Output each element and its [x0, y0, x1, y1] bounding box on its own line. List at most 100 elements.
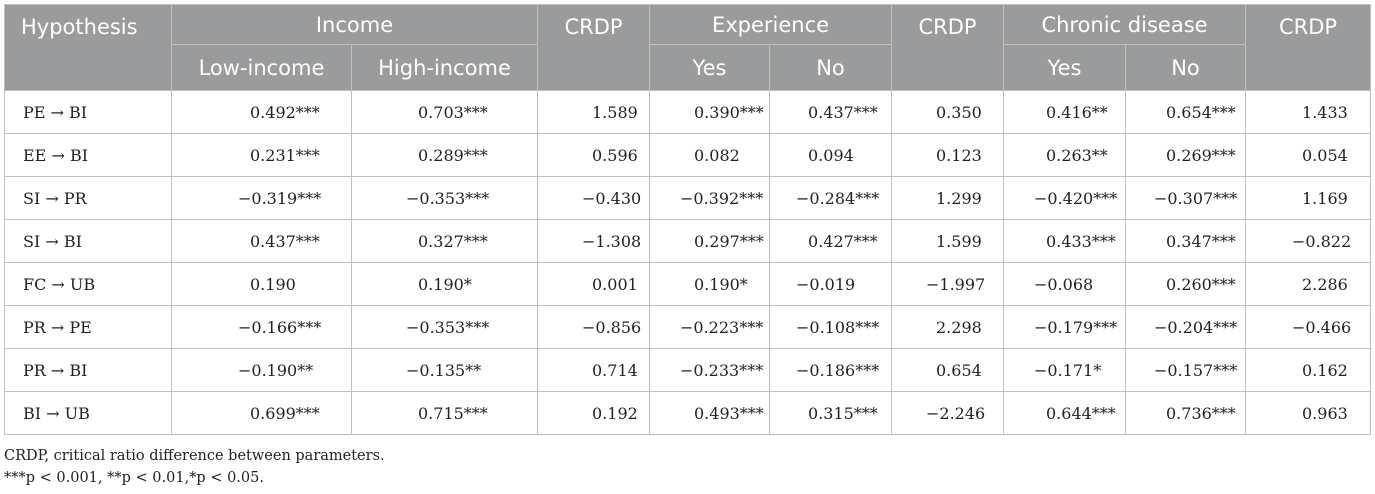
high-income-cell: 0.715*** — [351, 391, 538, 435]
low-income-cell: 0.437*** — [171, 219, 352, 263]
chronic-no-cell: 0.654*** — [1125, 90, 1246, 134]
hypothesis-cell: SI → PR — [4, 176, 172, 220]
experience-no-cell: −0.108*** — [769, 305, 892, 349]
crdp-chronic-cell: 1.169 — [1245, 176, 1371, 220]
experience-no-cell: −0.019 — [769, 262, 892, 306]
chronic-no-cell: 0.736*** — [1125, 391, 1246, 435]
header-high-income: High-income — [351, 44, 538, 91]
experience-yes-cell: 0.390*** — [649, 90, 770, 134]
experience-yes-cell: −0.223*** — [649, 305, 770, 349]
experience-yes-cell: 0.297*** — [649, 219, 770, 263]
header-income: Income — [171, 4, 538, 45]
crdp-income-cell: −0.856 — [537, 305, 650, 349]
hypothesis-cell: FC → UB — [4, 262, 172, 306]
chronic-no-cell: −0.204*** — [1125, 305, 1246, 349]
header-experience: Experience — [649, 4, 892, 45]
crdp-experience-cell: −2.246 — [891, 391, 1004, 435]
hypothesis-cell: PR → BI — [4, 348, 172, 392]
high-income-cell: −0.353*** — [351, 176, 538, 220]
high-income-cell: −0.135** — [351, 348, 538, 392]
crdp-income-cell: 0.596 — [537, 133, 650, 177]
table-row: BI → UB 0.699*** 0.715*** 0.192 0.493***… — [4, 391, 1371, 435]
crdp-income-cell: −1.308 — [537, 219, 650, 263]
crdp-income-cell: 0.192 — [537, 391, 650, 435]
experience-yes-cell: 0.082 — [649, 133, 770, 177]
low-income-cell: 0.492*** — [171, 90, 352, 134]
crdp-chronic-cell: −0.822 — [1245, 219, 1371, 263]
chronic-no-cell: −0.307*** — [1125, 176, 1246, 220]
header-crdp-experience: CRDP — [891, 4, 1004, 91]
header-chronic-disease: Chronic disease — [1003, 4, 1246, 45]
table-row: PE → BI 0.492*** 0.703*** 1.589 0.390***… — [4, 90, 1371, 134]
experience-no-cell: 0.437*** — [769, 90, 892, 134]
low-income-cell: 0.190 — [171, 262, 352, 306]
experience-no-cell: 0.315*** — [769, 391, 892, 435]
table-row: PR → BI −0.190** −0.135** 0.714 −0.233**… — [4, 348, 1371, 392]
crdp-chronic-cell: 2.286 — [1245, 262, 1371, 306]
header-crdp-income: CRDP — [537, 4, 650, 91]
crdp-experience-cell: 1.599 — [891, 219, 1004, 263]
crdp-chronic-cell: −0.466 — [1245, 305, 1371, 349]
high-income-cell: 0.703*** — [351, 90, 538, 134]
results-table: Hypothesis Income CRDP Experience CRDP C… — [4, 4, 1371, 435]
experience-yes-cell: −0.392*** — [649, 176, 770, 220]
low-income-cell: −0.319*** — [171, 176, 352, 220]
chronic-yes-cell: −0.179*** — [1003, 305, 1126, 349]
chronic-yes-cell: −0.420*** — [1003, 176, 1126, 220]
hypothesis-cell: PE → BI — [4, 90, 172, 134]
chronic-yes-cell: 0.644*** — [1003, 391, 1126, 435]
header-low-income: Low-income — [171, 44, 352, 91]
experience-no-cell: 0.094 — [769, 133, 892, 177]
note-crdp-definition: CRDP, critical ratio difference between … — [4, 448, 385, 464]
chronic-yes-cell: 0.433*** — [1003, 219, 1126, 263]
hypothesis-cell: BI → UB — [4, 391, 172, 435]
high-income-cell: 0.289*** — [351, 133, 538, 177]
crdp-chronic-cell: 1.433 — [1245, 90, 1371, 134]
chronic-yes-cell: −0.068 — [1003, 262, 1126, 306]
hypothesis-cell: SI → BI — [4, 219, 172, 263]
chronic-no-cell: 0.347*** — [1125, 219, 1246, 263]
high-income-cell: 0.327*** — [351, 219, 538, 263]
chronic-no-cell: −0.157*** — [1125, 348, 1246, 392]
crdp-experience-cell: 0.654 — [891, 348, 1004, 392]
chronic-yes-cell: 0.416** — [1003, 90, 1126, 134]
crdp-experience-cell: 2.298 — [891, 305, 1004, 349]
experience-yes-cell: −0.233*** — [649, 348, 770, 392]
experience-no-cell: −0.284*** — [769, 176, 892, 220]
crdp-chronic-cell: 0.162 — [1245, 348, 1371, 392]
crdp-experience-cell: 1.299 — [891, 176, 1004, 220]
crdp-experience-cell: 0.350 — [891, 90, 1004, 134]
crdp-income-cell: 0.001 — [537, 262, 650, 306]
crdp-income-cell: 0.714 — [537, 348, 650, 392]
table-row: SI → BI 0.437*** 0.327*** −1.308 0.297**… — [4, 219, 1371, 263]
table-row: SI → PR −0.319*** −0.353*** −0.430 −0.39… — [4, 176, 1371, 220]
table-row: EE → BI 0.231*** 0.289*** 0.596 0.082 0.… — [4, 133, 1371, 177]
header-chronic-no: No — [1125, 44, 1246, 91]
chronic-yes-cell: 0.263** — [1003, 133, 1126, 177]
high-income-cell: −0.353*** — [351, 305, 538, 349]
hypothesis-cell: PR → PE — [4, 305, 172, 349]
header-experience-yes: Yes — [649, 44, 770, 91]
high-income-cell: 0.190* — [351, 262, 538, 306]
experience-yes-cell: 0.190* — [649, 262, 770, 306]
chronic-yes-cell: −0.171* — [1003, 348, 1126, 392]
header-crdp-chronic: CRDP — [1245, 4, 1371, 91]
chronic-no-cell: 0.269*** — [1125, 133, 1246, 177]
chronic-no-cell: 0.260*** — [1125, 262, 1246, 306]
low-income-cell: 0.699*** — [171, 391, 352, 435]
crdp-experience-cell: 0.123 — [891, 133, 1004, 177]
low-income-cell: 0.231*** — [171, 133, 352, 177]
crdp-experience-cell: −1.997 — [891, 262, 1004, 306]
hypothesis-cell: EE → BI — [4, 133, 172, 177]
crdp-income-cell: −0.430 — [537, 176, 650, 220]
low-income-cell: −0.190** — [171, 348, 352, 392]
header-chronic-yes: Yes — [1003, 44, 1126, 91]
header-experience-no: No — [769, 44, 892, 91]
table-row: PR → PE −0.166*** −0.353*** −0.856 −0.22… — [4, 305, 1371, 349]
header-hypothesis: Hypothesis — [4, 4, 172, 91]
low-income-cell: −0.166*** — [171, 305, 352, 349]
experience-no-cell: −0.186*** — [769, 348, 892, 392]
table-row: FC → UB 0.190 0.190* 0.001 0.190* −0.019… — [4, 262, 1371, 306]
note-significance: ***p < 0.001, **p < 0.01,*p < 0.05. — [4, 470, 264, 486]
crdp-income-cell: 1.589 — [537, 90, 650, 134]
